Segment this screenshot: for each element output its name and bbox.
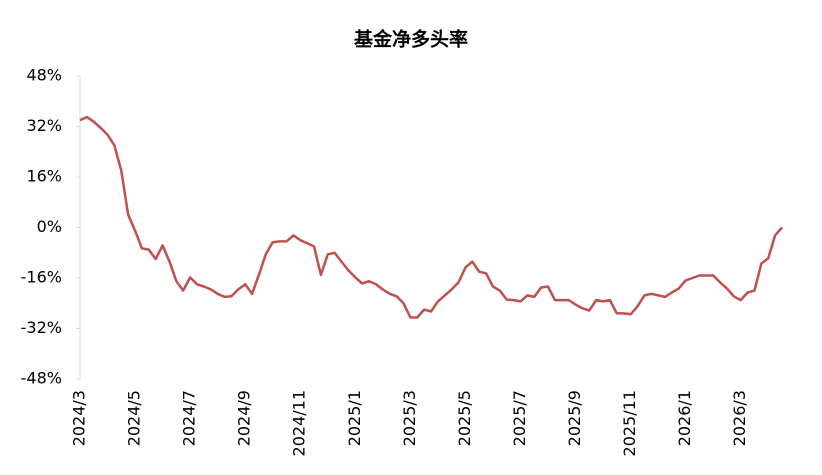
x-tick-label: 2026/1 — [675, 390, 694, 446]
chart-title: 基金净多头率 — [353, 28, 468, 51]
y-tick-label: -32% — [21, 318, 62, 337]
y-tick-label: -48% — [21, 369, 62, 388]
y-tick-label: 16% — [26, 167, 62, 186]
x-tick-label: 2024/7 — [180, 390, 199, 446]
x-tick-label: 2025/3 — [400, 390, 419, 446]
x-tick-label: 2025/7 — [510, 390, 529, 446]
x-tick-label: 2025/1 — [345, 390, 364, 446]
x-tick-label: 2024/5 — [125, 390, 144, 446]
x-tick-label: 2025/5 — [455, 390, 474, 446]
x-tick-label: 2026/3 — [730, 390, 749, 446]
data-line — [79, 115, 783, 319]
y-tick-label: 32% — [26, 116, 62, 135]
x-tick-label: 2025/11 — [620, 390, 639, 456]
x-tick-label: 2024/9 — [235, 390, 254, 446]
y-tick-label: 0% — [37, 217, 62, 236]
x-tick-label: 2025/9 — [565, 390, 584, 446]
x-tick-label: 2024/3 — [70, 390, 89, 446]
y-tick-label: -16% — [21, 268, 62, 287]
y-tick-label: 48% — [26, 66, 62, 85]
x-tick-label: 2024/11 — [290, 390, 309, 456]
